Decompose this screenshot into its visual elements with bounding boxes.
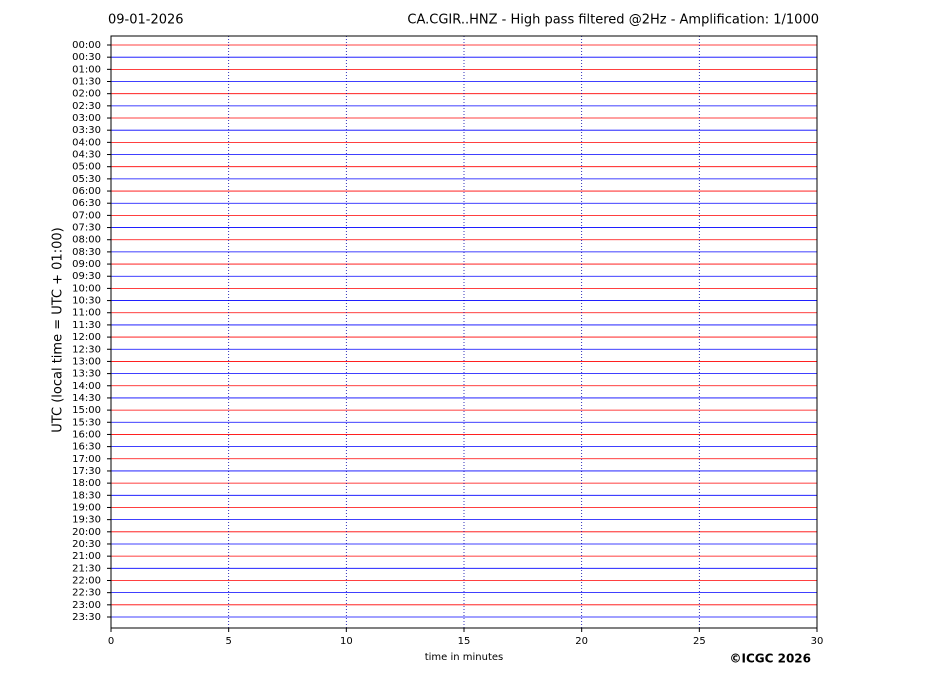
y-tick-label: 05:00 bbox=[72, 162, 101, 173]
x-tick-label: 5 bbox=[225, 636, 231, 647]
y-tick-label: 23:30 bbox=[72, 612, 101, 623]
y-tick-label: 03:30 bbox=[72, 125, 101, 136]
y-tick-label: 06:30 bbox=[72, 198, 101, 209]
y-tick-label: 10:00 bbox=[72, 283, 101, 294]
y-tick-label: 22:00 bbox=[72, 575, 101, 586]
y-tick-label: 19:30 bbox=[72, 515, 101, 526]
x-tick-label: 10 bbox=[340, 636, 353, 647]
y-tick-label: 16:00 bbox=[72, 429, 101, 440]
y-tick-label: 01:30 bbox=[72, 77, 101, 88]
y-tick-label: 00:30 bbox=[72, 52, 101, 63]
x-tick-label: 30 bbox=[811, 636, 824, 647]
x-tick-label: 25 bbox=[693, 636, 706, 647]
x-tick-label: 20 bbox=[575, 636, 588, 647]
y-tick-label: 12:00 bbox=[72, 332, 101, 343]
y-tick-label: 06:00 bbox=[72, 186, 101, 197]
y-tick-label: 14:00 bbox=[72, 381, 101, 392]
y-tick-label: 13:00 bbox=[72, 356, 101, 367]
y-tick-label: 04:30 bbox=[72, 150, 101, 161]
y-tick-label: 03:00 bbox=[72, 113, 101, 124]
copyright: ©ICGC 2026 bbox=[729, 652, 811, 666]
y-tick-label: 05:30 bbox=[72, 174, 101, 185]
y-tick-label: 21:00 bbox=[72, 551, 101, 562]
plot-frame bbox=[110, 35, 818, 629]
y-tick-label: 23:00 bbox=[72, 600, 101, 611]
y-tick-label: 18:00 bbox=[72, 478, 101, 489]
y-tick-label: 20:30 bbox=[72, 539, 101, 550]
x-tick-label: 15 bbox=[458, 636, 471, 647]
y-tick-label: 13:30 bbox=[72, 369, 101, 380]
y-tick-label: 15:30 bbox=[72, 417, 101, 428]
y-tick-label: 11:00 bbox=[72, 308, 101, 319]
y-tick-label: 08:00 bbox=[72, 235, 101, 246]
y-tick-label: 02:00 bbox=[72, 89, 101, 100]
x-axis-label: time in minutes bbox=[425, 652, 504, 663]
y-axis-label: UTC (local time = UTC + 01:00) bbox=[51, 227, 66, 432]
y-tick-label: 09:00 bbox=[72, 259, 101, 270]
y-tick-label: 14:30 bbox=[72, 393, 101, 404]
y-tick-label: 20:00 bbox=[72, 527, 101, 538]
y-tick-label: 16:30 bbox=[72, 442, 101, 453]
y-tick-label: 10:30 bbox=[72, 296, 101, 307]
y-tick-label: 00:00 bbox=[72, 40, 101, 51]
y-tick-label: 22:30 bbox=[72, 588, 101, 599]
y-tick-label: 11:30 bbox=[72, 320, 101, 331]
y-tick-label: 17:00 bbox=[72, 454, 101, 465]
y-tick-label: 08:30 bbox=[72, 247, 101, 258]
y-tick-label: 07:00 bbox=[72, 210, 101, 221]
y-tick-label: 12:30 bbox=[72, 344, 101, 355]
y-tick-label: 07:30 bbox=[72, 223, 101, 234]
y-tick-label: 18:30 bbox=[72, 490, 101, 501]
x-tick-label: 0 bbox=[108, 636, 114, 647]
y-tick-label: 15:00 bbox=[72, 405, 101, 416]
y-tick-label: 02:30 bbox=[72, 101, 101, 112]
chart-date: 09-01-2026 bbox=[108, 13, 184, 28]
y-tick-label: 09:30 bbox=[72, 271, 101, 282]
chart-title: CA.CGIR..HNZ - High pass filtered @2Hz -… bbox=[407, 13, 819, 28]
y-tick-label: 19:00 bbox=[72, 502, 101, 513]
y-tick-label: 01:00 bbox=[72, 64, 101, 75]
y-tick-label: 04:00 bbox=[72, 137, 101, 148]
y-tick-label: 21:30 bbox=[72, 563, 101, 574]
y-tick-label: 17:30 bbox=[72, 466, 101, 477]
